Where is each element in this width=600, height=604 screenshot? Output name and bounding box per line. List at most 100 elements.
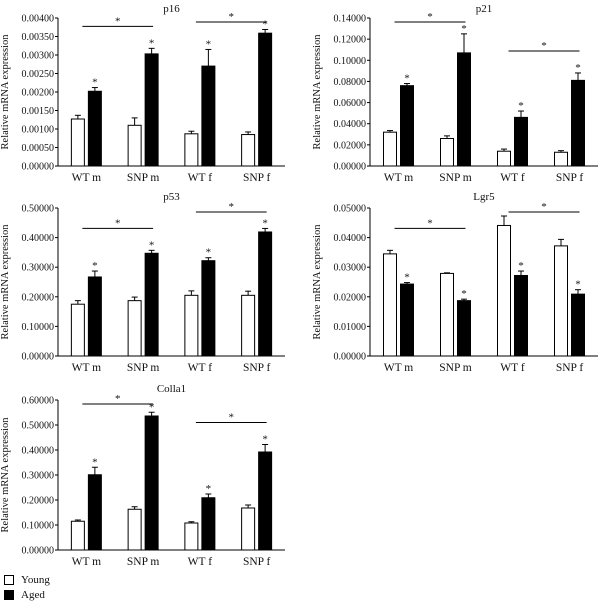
chart-panel-3: Lgr5 Relative mRNA expression 0.00000 0.010… — [312, 191, 598, 374]
bar-young — [241, 294, 256, 357]
y-tick-label: 0.00400 — [22, 14, 55, 25]
y-tick-label: 0.40000 — [22, 233, 55, 244]
x-tick-label: WT f — [500, 172, 525, 184]
x-tick-label: WT m — [72, 556, 102, 568]
bar-aged — [201, 260, 216, 357]
bar-young — [241, 134, 256, 167]
comparison-star: * — [229, 11, 235, 23]
bar-aged — [514, 274, 528, 357]
x-tick-label: SNP f — [556, 362, 584, 374]
y-tick-label: 0.10000 — [22, 521, 55, 532]
bar-young — [241, 507, 256, 551]
significance-star: * — [575, 279, 581, 291]
y-tick-label: 0.00050 — [22, 143, 55, 154]
y-tick-label: 0.00200 — [22, 88, 55, 99]
bar-young — [440, 272, 454, 357]
y-axis-label: Relative mRNA expression — [0, 224, 11, 340]
y-axis-label: Relative mRNA expression — [0, 34, 11, 150]
bar-aged — [87, 90, 102, 167]
x-tick-label: WT f — [500, 362, 525, 374]
y-tick-label: 0.00000 — [22, 352, 55, 363]
comparison-star: * — [541, 40, 547, 52]
y-axis-label: Relative mRNA expression — [0, 417, 11, 533]
significance-star: * — [262, 217, 268, 229]
y-tick-label: 0.04000 — [334, 233, 367, 244]
significance-star: * — [206, 247, 212, 259]
bar-young — [127, 508, 142, 551]
y-tick-label: 0.00000 — [334, 352, 367, 363]
significance-star: * — [92, 260, 98, 272]
significance-star: * — [262, 434, 268, 446]
chart-panel-0: p16 Relative mRNA expression 0.00000 0.0005… — [0, 3, 285, 184]
x-tick-label: SNP m — [127, 172, 160, 184]
x-tick-label: SNP f — [243, 556, 271, 568]
y-tick-label: 0.00250 — [22, 69, 55, 80]
bar-young — [70, 118, 85, 167]
chart-title: p21 — [476, 3, 493, 15]
y-tick-label: 0.00300 — [22, 51, 55, 62]
bar-aged — [144, 252, 159, 357]
y-tick-label: 0.60000 — [22, 396, 55, 407]
significance-star: * — [518, 260, 524, 272]
y-tick-label: 0.00000 — [22, 546, 55, 557]
significance-star: * — [461, 23, 467, 35]
bar-aged — [201, 497, 216, 551]
y-tick-label: 0.00150 — [22, 106, 55, 117]
y-axis-label: Relative mRNA expression — [312, 34, 323, 150]
bar-young — [554, 151, 568, 167]
bar-aged — [400, 85, 414, 167]
bar-young — [70, 303, 85, 357]
significance-star: * — [404, 272, 410, 284]
significance-star: * — [404, 73, 410, 85]
legend: Young Aged — [4, 572, 50, 602]
bar-aged — [457, 52, 471, 167]
y-tick-label: 0.40000 — [22, 446, 55, 457]
comparison-star: * — [115, 217, 121, 229]
y-tick-label: 0.00350 — [22, 32, 55, 43]
chart-title: Lgr5 — [473, 191, 495, 203]
chart-panel-4: Colla1 Relative mRNA expression 0.00000 0.1… — [0, 383, 285, 568]
bar-aged — [400, 283, 414, 357]
x-tick-label: WT m — [72, 172, 102, 184]
significance-star: * — [461, 288, 467, 300]
x-tick-label: SNP m — [439, 172, 472, 184]
comparison-star: * — [427, 11, 433, 23]
x-tick-label: WT m — [384, 172, 414, 184]
y-tick-label: 0.05000 — [334, 204, 367, 215]
x-tick-label: WT m — [72, 362, 102, 374]
y-tick-label: 0.00000 — [22, 162, 55, 173]
y-tick-label: 0.02000 — [334, 292, 367, 303]
significance-star: * — [262, 18, 268, 30]
bar-young — [383, 131, 397, 167]
x-tick-label: SNP f — [243, 172, 271, 184]
y-tick-label: 0.10000 — [22, 322, 55, 333]
bar-young — [497, 150, 511, 167]
bar-aged — [258, 32, 273, 167]
y-tick-label: 0.30000 — [22, 263, 55, 274]
legend-swatch-young — [4, 574, 14, 585]
x-tick-label: WT f — [188, 362, 213, 374]
chart-panel-1: p21 Relative mRNA expression 0.00000 0.0200… — [312, 3, 598, 184]
x-tick-label: WT f — [188, 172, 213, 184]
bar-aged — [514, 116, 528, 167]
y-tick-label: 0.50000 — [22, 204, 55, 215]
bar-young — [127, 300, 142, 357]
y-tick-label: 0.20000 — [22, 292, 55, 303]
bar-aged — [144, 53, 159, 167]
y-tick-label: 0.50000 — [22, 421, 55, 432]
bar-aged — [457, 300, 471, 357]
y-tick-label: 0.00100 — [22, 125, 55, 136]
significance-star: * — [518, 100, 524, 112]
y-tick-label: 0.20000 — [22, 496, 55, 507]
bar-young — [127, 124, 142, 167]
significance-star: * — [149, 37, 155, 49]
comparison-star: * — [427, 217, 433, 229]
y-tick-label: 0.02000 — [334, 140, 367, 151]
y-tick-label: 0.14000 — [334, 14, 367, 25]
bar-young — [184, 133, 199, 167]
bar-young — [184, 294, 199, 357]
significance-star: * — [92, 77, 98, 89]
significance-star: * — [149, 401, 155, 413]
y-tick-label: 0.00000 — [334, 162, 367, 173]
legend-item-aged: Aged — [4, 587, 50, 602]
